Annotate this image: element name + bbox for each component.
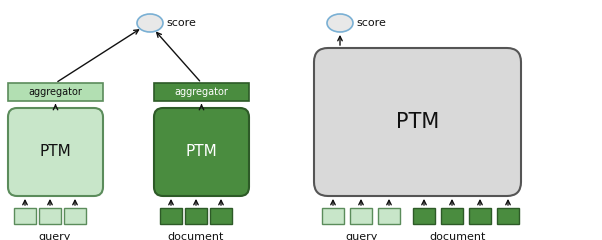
FancyBboxPatch shape [8, 108, 103, 196]
Text: aggregator: aggregator [175, 87, 228, 97]
FancyBboxPatch shape [160, 208, 182, 224]
FancyBboxPatch shape [14, 208, 36, 224]
Text: score: score [356, 18, 386, 28]
FancyBboxPatch shape [39, 208, 61, 224]
FancyBboxPatch shape [154, 108, 249, 196]
Text: document: document [430, 232, 486, 240]
FancyBboxPatch shape [413, 208, 435, 224]
FancyBboxPatch shape [322, 208, 344, 224]
FancyBboxPatch shape [154, 83, 249, 101]
FancyBboxPatch shape [210, 208, 232, 224]
FancyBboxPatch shape [8, 83, 103, 101]
Text: query: query [346, 232, 378, 240]
FancyBboxPatch shape [497, 208, 519, 224]
Text: score: score [166, 18, 196, 28]
Text: PTM: PTM [185, 144, 217, 160]
FancyBboxPatch shape [469, 208, 491, 224]
Ellipse shape [327, 14, 353, 32]
FancyBboxPatch shape [185, 208, 207, 224]
FancyBboxPatch shape [314, 48, 521, 196]
Text: PTM: PTM [40, 144, 72, 160]
Text: aggregator: aggregator [28, 87, 82, 97]
Text: PTM: PTM [396, 112, 439, 132]
FancyBboxPatch shape [378, 208, 400, 224]
FancyBboxPatch shape [441, 208, 463, 224]
FancyBboxPatch shape [64, 208, 86, 224]
Ellipse shape [137, 14, 163, 32]
Text: query: query [39, 232, 71, 240]
Text: document: document [168, 232, 224, 240]
FancyBboxPatch shape [350, 208, 372, 224]
